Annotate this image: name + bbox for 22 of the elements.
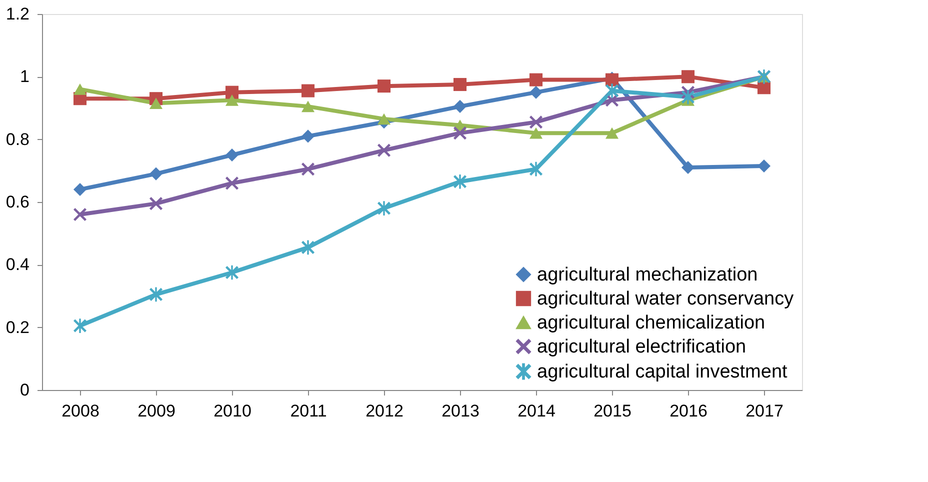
- legend-label: agricultural chemicalization: [537, 312, 766, 334]
- x-tick-label: 2012: [366, 402, 404, 420]
- y-tick-label: 0.4: [6, 255, 30, 274]
- y-tick-label: 1.2: [6, 4, 30, 24]
- y-tick-label: 0.2: [6, 318, 30, 337]
- x-tick-label: 2013: [442, 402, 480, 420]
- x-tick-label: 2015: [594, 402, 632, 420]
- x-tick-label: 2017: [746, 402, 784, 420]
- x-tick-label: 2016: [670, 402, 708, 420]
- legend-label: agricultural capital investment: [537, 362, 788, 382]
- x-tick-label: 2014: [518, 402, 556, 420]
- y-tick-label: 0: [20, 380, 30, 400]
- legend-label: agricultural electrification: [537, 336, 746, 358]
- y-tick-label: 0.8: [6, 130, 30, 149]
- x-tick-label: 2010: [214, 402, 252, 420]
- legend-label: agricultural mechanization: [537, 264, 758, 286]
- y-tick-label: 0.6: [6, 192, 30, 212]
- x-tick-label: 2011: [290, 402, 327, 420]
- x-tick-label: 2009: [138, 402, 176, 420]
- y-tick-label: 1: [20, 67, 30, 86]
- legend-label: agricultural water conservancy: [537, 288, 794, 310]
- x-tick-label: 2008: [62, 402, 100, 420]
